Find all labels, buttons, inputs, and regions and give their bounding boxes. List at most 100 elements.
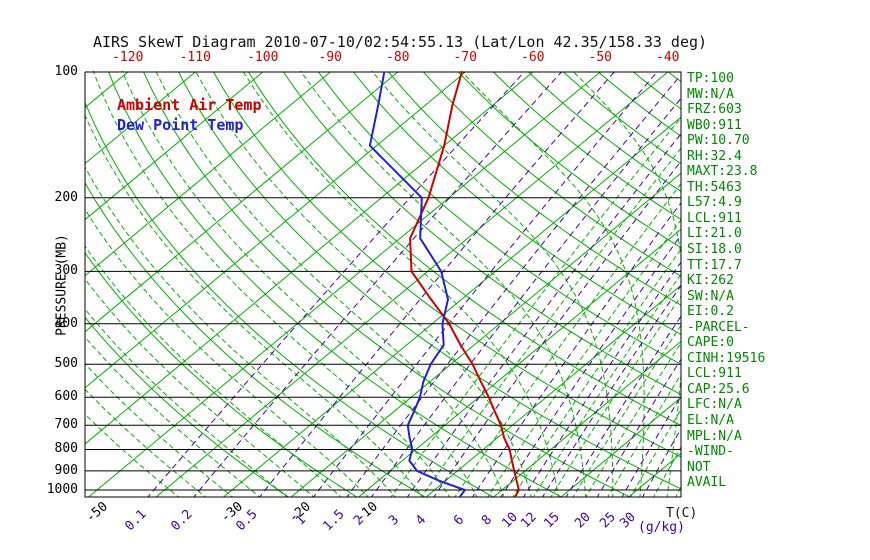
pressure-tick-label: 1000 (46, 482, 78, 497)
isotherm-line (85, 71, 466, 389)
isotherm-line (493, 340, 681, 497)
stats-line: SI:18.0 (687, 242, 742, 258)
dry-adiabat-line (493, 71, 681, 221)
isotherm-line (85, 71, 264, 221)
dry-adiabat-line (353, 71, 681, 336)
top-temp-label: -60 (521, 50, 545, 65)
stats-line: L57:4.9 (687, 195, 742, 211)
isotherm-line (85, 71, 534, 445)
saturation-line (390, 116, 681, 497)
dry-adiabat-line (528, 71, 681, 192)
moist-adiabat-line (460, 71, 645, 497)
mixing-ratio-line (147, 71, 525, 497)
isotherm-line (155, 71, 669, 497)
stats-line: -PARCEL- (687, 319, 750, 335)
top-temp-label: -80 (386, 50, 410, 65)
pressure-tick-label: 500 (54, 356, 78, 372)
isotherm-line (425, 284, 681, 497)
stats-line: MAXT:23.8 (687, 164, 758, 180)
saturation-line (630, 408, 681, 497)
moist-adiabat-line (371, 71, 614, 497)
mixing-ratio-line (312, 71, 658, 497)
isotherm-line (560, 396, 681, 497)
stats-line: KI:262 (687, 273, 734, 289)
stats-line: MPL:N/A (687, 428, 742, 444)
saturation-line (512, 248, 681, 497)
mixing-ratio-line (406, 133, 681, 497)
dry-adiabat-line (85, 316, 290, 497)
dry-adiabat-line (213, 71, 681, 458)
moist-adiabat-line (85, 308, 288, 497)
stats-line: CINH:19516 (687, 350, 766, 366)
stats-line: LFC:N/A (687, 397, 742, 413)
moist-adiabat-line (85, 208, 369, 497)
isotherm-line (85, 71, 331, 277)
saturation-line (572, 324, 681, 497)
stats-line: TT:17.7 (687, 257, 742, 273)
dry-adiabat-line (318, 71, 681, 365)
mixing-ratio-line (259, 71, 615, 497)
stats-line: CAP:25.6 (687, 381, 750, 397)
top-temp-label: -70 (453, 50, 478, 65)
pressure-tick-label: 600 (54, 389, 78, 405)
stats-line: AVAIL (687, 475, 727, 491)
moist-adiabat-line (155, 71, 505, 497)
isotherm-line (358, 228, 681, 497)
pressure-tick-label: 800 (54, 441, 78, 457)
top-temp-label: -40 (656, 50, 680, 65)
dry-adiabat-line (85, 251, 358, 497)
saturation-line (585, 341, 681, 497)
mixing-ratio-line (596, 358, 681, 497)
top-temp-label: -90 (318, 50, 343, 65)
mixing-ratio-line (522, 261, 681, 497)
mixing-ratio-line (433, 160, 681, 497)
mixing-ratio-line (500, 234, 681, 497)
top-temp-label: -100 (247, 50, 279, 65)
stats-line: -WIND- (687, 444, 734, 460)
stats-line: WB0:911 (687, 117, 742, 133)
mixing-ratio-line (471, 202, 681, 497)
dry-adiabat-line (248, 71, 681, 427)
stats-line: SW:N/A (687, 288, 734, 304)
saturation-line (532, 273, 681, 497)
pressure-tick-label: 400 (54, 315, 78, 331)
moist-adiabat-line (85, 114, 424, 497)
legend-ambient-temp: Ambient Air Temp (117, 96, 262, 114)
mixing-unit-label: (g/kg) (638, 520, 685, 535)
stats-line: RH:32.4 (687, 148, 742, 164)
moist-adiabat-line (85, 336, 261, 497)
moist-adiabat-line (85, 245, 342, 497)
saturation-line (487, 219, 681, 497)
pressure-tick-label: 200 (54, 189, 78, 205)
mixing-ratio-line (541, 284, 681, 497)
top-temp-label: -120 (112, 50, 144, 65)
moist-adiabat-line (242, 71, 560, 497)
mixing-ratio-line (565, 315, 681, 497)
top-temp-label: -110 (179, 50, 211, 65)
moist-adiabat-line (121, 71, 478, 497)
stats-line: NOT (687, 459, 711, 475)
dry-adiabat-line (85, 181, 426, 497)
dry-adiabat-line (85, 101, 495, 497)
isotherm-line (85, 71, 196, 165)
moist-adiabat-line (85, 278, 315, 497)
stats-line: CAPE:0 (687, 335, 734, 351)
dry-adiabat-line (458, 71, 681, 249)
stats-line: TP:100 (687, 71, 734, 86)
stats-line: LCL:911 (687, 366, 742, 382)
dry-adiabat-line (108, 71, 563, 497)
saturation-line (607, 373, 681, 497)
stats-line: LCL:911 (687, 210, 742, 226)
moist-adiabat-line (572, 71, 681, 497)
stats-line: EI:0.2 (687, 304, 734, 320)
pressure-tick-label: 300 (54, 263, 78, 279)
moist-adiabat-line (92, 71, 451, 497)
mixing-ratio-line (621, 395, 681, 497)
pressure-tick-label: 100 (54, 64, 78, 79)
dry-adiabat-line (388, 71, 681, 306)
mixing-ratio-line (370, 97, 681, 497)
chart-title: AIRS SkewT Diagram 2010-07-10/02:54:55.1… (92, 33, 708, 51)
moist-adiabat-line (300, 71, 587, 497)
stats-line: EL:N/A (687, 413, 734, 429)
chart-border (84, 71, 682, 498)
